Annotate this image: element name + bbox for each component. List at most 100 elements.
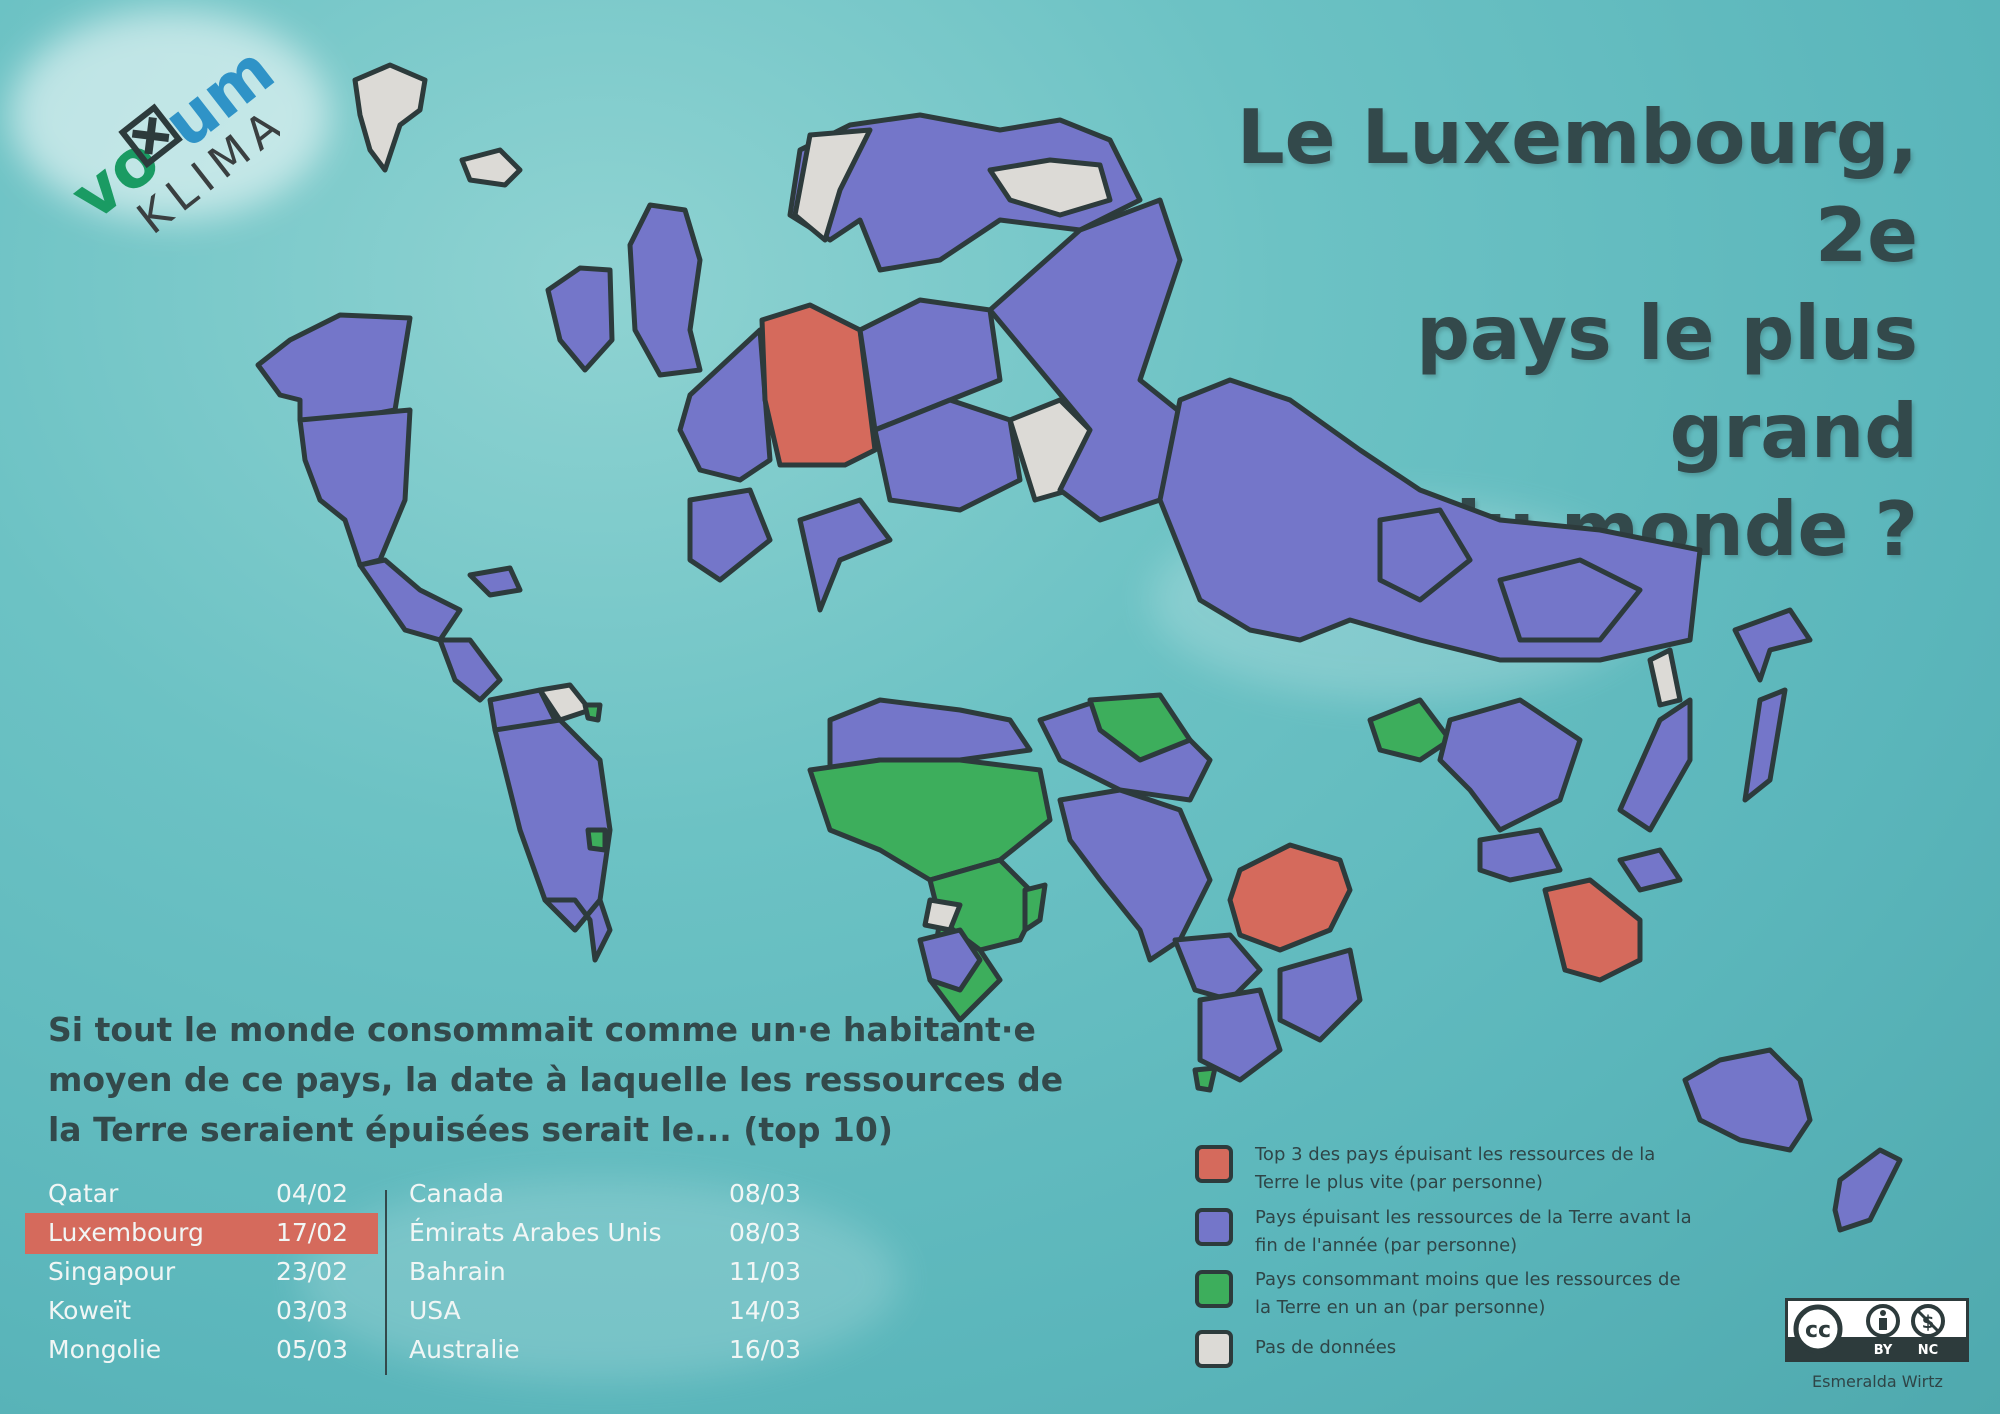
italy <box>797 497 893 613</box>
ranking-row: Qatar 04/02 <box>48 1175 368 1213</box>
qatar <box>1227 842 1353 953</box>
cloud <box>300 1180 900 1380</box>
ranking-row: Bahrain 11/03 <box>409 1253 829 1291</box>
australia <box>1682 1047 1813 1153</box>
country-name: Émirats Arabes Unis <box>409 1218 662 1247</box>
legend-swatch <box>1195 1208 1233 1246</box>
title-line: pays le plus grand <box>1416 289 1918 475</box>
title-line: Le Luxembourg, 2e <box>1236 93 1918 279</box>
overshoot-date: 17/02 <box>276 1218 349 1247</box>
overshoot-date: 03/03 <box>276 1296 349 1325</box>
mongolia <box>1497 557 1643 643</box>
india <box>1057 787 1213 963</box>
ranking-highlight <box>25 1213 378 1254</box>
europe <box>545 112 1193 613</box>
ranking-divider <box>385 1190 387 1375</box>
ranking-row: Australie 16/03 <box>409 1331 829 1369</box>
legend-label: Pays épuisant les ressources de la Terre… <box>1255 1207 1692 1256</box>
indonesia-east <box>1617 847 1683 893</box>
americas <box>255 62 613 963</box>
central-america <box>437 637 503 703</box>
country-name: Singapour <box>48 1257 176 1286</box>
africa <box>807 697 1053 1023</box>
uk <box>627 202 703 378</box>
arabia <box>1087 692 1193 763</box>
overshoot-date: 08/03 <box>729 1179 802 1208</box>
south-africa <box>917 927 983 993</box>
country-name: Mongolie <box>48 1335 162 1364</box>
cc-license-badge: cc $ BY NC <box>1785 1298 1969 1362</box>
legend-swatch <box>1195 1270 1233 1308</box>
cc-by-nc-icon: cc $ BY NC <box>1788 1304 1966 1359</box>
new-zealand <box>1832 1147 1903 1233</box>
legend-swatch <box>1195 1330 1233 1368</box>
iberia <box>687 487 773 583</box>
oceania <box>1172 827 1903 1233</box>
guyana <box>582 702 603 723</box>
caribbean <box>467 565 523 598</box>
west-africa <box>807 757 1053 883</box>
greenland <box>352 62 428 173</box>
legend-label: Pas de données <box>1255 1337 1397 1358</box>
svalbard <box>792 127 873 243</box>
overshoot-date: 14/03 <box>729 1296 802 1325</box>
central-europe <box>872 397 1023 513</box>
subtitle-line: Si tout le monde consommait comme un·e h… <box>48 1010 1036 1049</box>
asia <box>1037 377 1813 963</box>
country-name: Koweït <box>48 1296 132 1325</box>
legend-label: Top 3 des pays épuisant les ressources d… <box>1255 1144 1656 1193</box>
japan <box>1617 697 1693 833</box>
subtitle: Si tout le monde consommait comme un·e h… <box>48 1005 1068 1155</box>
author-credit: Esmeralda Wirtz <box>1812 1372 1943 1391</box>
madagascar <box>1022 882 1048 933</box>
country-name: Canada <box>409 1179 505 1208</box>
overshoot-date: 05/03 <box>276 1335 349 1364</box>
subtitle-line: moyen de ce pays, la date à laquelle les… <box>48 1060 1064 1099</box>
southern-block-2 <box>1197 987 1283 1083</box>
southern-block <box>1277 947 1363 1043</box>
svg-text:BY: BY <box>1874 1343 1893 1358</box>
kazakhstan <box>1377 507 1473 603</box>
volum-klima-logo: vo um KLIMA <box>57 31 280 245</box>
korea-nodata <box>1647 647 1683 708</box>
country-name: Qatar <box>48 1179 119 1208</box>
kamchatka <box>1732 607 1813 683</box>
overshoot-date: 16/03 <box>729 1335 802 1364</box>
top3-regions <box>1227 842 1643 983</box>
ranking-row: Mongolie 05/03 <box>48 1331 368 1369</box>
finland-nodata <box>987 157 1113 218</box>
ireland <box>545 265 615 373</box>
ranking-row: USA 14/03 <box>409 1292 829 1330</box>
luxembourg <box>759 302 878 468</box>
legend-label: Pays consommant moins que les ressources… <box>1255 1269 1681 1318</box>
sri-lanka-block <box>1172 932 1263 1003</box>
overshoot-date: 11/03 <box>729 1257 802 1286</box>
page-title: Le Luxembourg, 2e pays le plus grand du … <box>1158 88 1918 578</box>
namibia-nodata <box>922 897 963 933</box>
overshoot-date: 08/03 <box>729 1218 802 1247</box>
cloud <box>10 10 330 220</box>
singapore <box>1542 877 1643 983</box>
canada <box>255 312 413 423</box>
mexico <box>357 557 463 643</box>
ranking-row: Canada 08/03 <box>409 1175 829 1213</box>
legend-swatch <box>1195 1145 1233 1183</box>
iceland-small <box>459 147 523 188</box>
southeast-asia <box>1367 697 1453 763</box>
ranking-row: Émirats Arabes Unis 08/03 <box>409 1214 829 1252</box>
svg-text:NC: NC <box>1918 1343 1938 1358</box>
south-tip <box>1192 1065 1218 1093</box>
pacific-island <box>1742 687 1788 803</box>
country-name: Australie <box>409 1335 520 1364</box>
usa <box>297 407 413 568</box>
svg-text:cc: cc <box>1805 1318 1831 1343</box>
paraguay <box>585 827 608 853</box>
ranking-row: Singapour 23/02 <box>48 1253 368 1291</box>
subtitle-line: la Terre seraient épuisées serait le... … <box>48 1110 893 1149</box>
ranking-row: Luxembourg 17/02 <box>48 1214 368 1252</box>
country-name: Bahrain <box>409 1257 506 1286</box>
indonesia <box>1477 827 1563 883</box>
country-name: Luxembourg <box>48 1218 204 1247</box>
overshoot-date: 23/02 <box>276 1257 349 1286</box>
